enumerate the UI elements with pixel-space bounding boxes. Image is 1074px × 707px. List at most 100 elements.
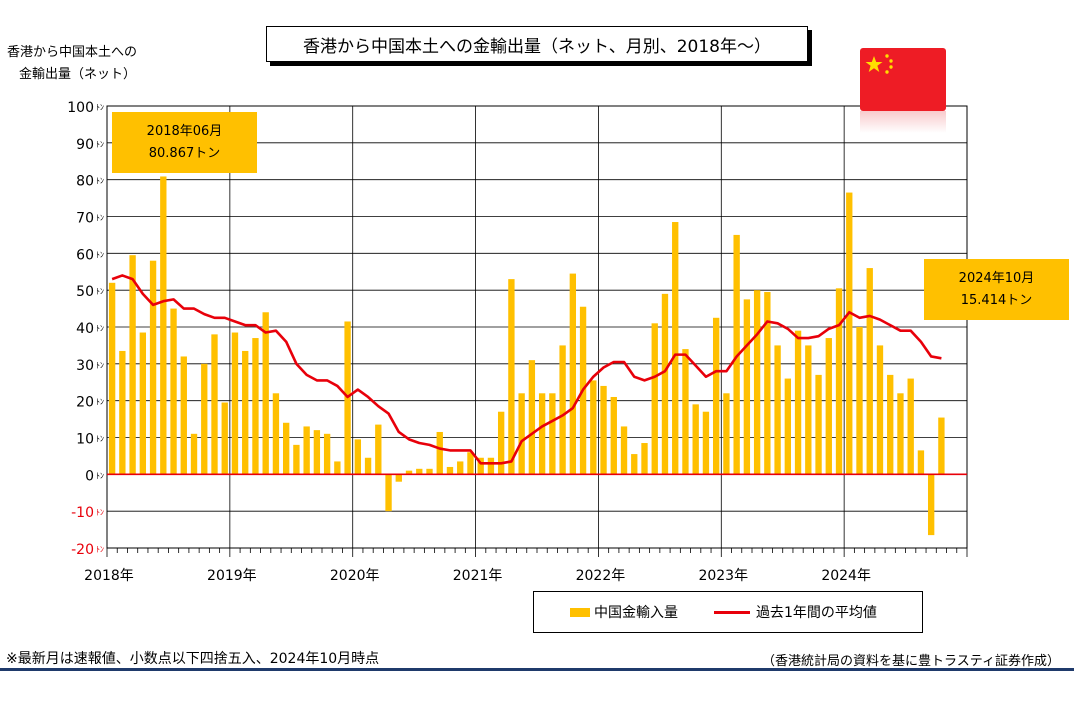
bar-31 bbox=[426, 468, 433, 475]
y-tick-unit: ﾄﾝ bbox=[96, 361, 104, 370]
bar-14 bbox=[252, 338, 259, 475]
bar-55 bbox=[672, 222, 679, 475]
bar-62 bbox=[743, 299, 751, 475]
bar-47 bbox=[590, 380, 597, 475]
y-tick-unit: ﾄﾝ bbox=[96, 177, 104, 186]
bar-38 bbox=[497, 411, 505, 475]
bar-49 bbox=[610, 396, 617, 475]
bar-32 bbox=[436, 431, 443, 475]
bar-66 bbox=[784, 378, 792, 475]
y-tick-label: 50 bbox=[76, 284, 94, 300]
x-tick-label: 2024年 bbox=[821, 568, 871, 584]
legend-line-label: 過去1年間の平均値 bbox=[756, 605, 877, 621]
bar-8 bbox=[190, 433, 198, 475]
bar-72 bbox=[846, 192, 853, 475]
y-axis-label: 香港から中国本土への 金輸出量（ネット） bbox=[7, 42, 137, 86]
bar-42 bbox=[538, 393, 546, 475]
bar-40 bbox=[518, 393, 525, 475]
bar-52 bbox=[641, 443, 648, 475]
legend-item-bars: 中国金輸入量 bbox=[570, 602, 678, 622]
china-flag-icon bbox=[860, 48, 946, 111]
bar-79 bbox=[917, 450, 925, 475]
y-tick-unit: ﾄﾝ bbox=[96, 398, 104, 407]
source-note: （香港統計局の資料を基に豊トラスティ証券作成） bbox=[762, 654, 1060, 669]
bar-78 bbox=[907, 378, 914, 475]
y-axis-label-line2: 金輸出量（ネット） bbox=[19, 67, 137, 82]
bar-45 bbox=[569, 273, 577, 475]
bar-71 bbox=[835, 288, 843, 475]
bar-16 bbox=[272, 393, 280, 475]
bar-4 bbox=[149, 260, 157, 475]
bar-65 bbox=[774, 345, 781, 475]
bar-1 bbox=[119, 350, 126, 475]
bar-17 bbox=[282, 422, 290, 475]
bar-54 bbox=[661, 293, 669, 475]
bar-22 bbox=[334, 461, 341, 475]
bar-33 bbox=[446, 466, 454, 475]
y-tick-unit: ﾄﾝ bbox=[96, 435, 104, 444]
bar-44 bbox=[559, 345, 566, 475]
bar-27 bbox=[385, 474, 392, 512]
bar-73 bbox=[856, 327, 863, 475]
legend-line-swatch bbox=[714, 610, 750, 614]
y-axis-label-line1: 香港から中国本土への bbox=[7, 45, 138, 60]
y-tick-label: 20 bbox=[76, 395, 94, 411]
bar-76 bbox=[887, 374, 894, 475]
bar-25 bbox=[364, 457, 372, 475]
y-tick-unit: ﾄﾝ bbox=[96, 250, 104, 259]
bar-6 bbox=[170, 308, 177, 475]
chart-title: 香港から中国本土への金輸出量（ネット、月別、2018年～） bbox=[266, 26, 808, 62]
y-tick-unit: ﾄﾝ bbox=[96, 287, 104, 296]
bar-10 bbox=[211, 334, 218, 475]
bar-41 bbox=[528, 360, 536, 475]
y-tick-label: 0 bbox=[85, 468, 94, 484]
y-tick-unit: ﾄﾝ bbox=[96, 545, 104, 554]
bar-59 bbox=[712, 317, 720, 475]
bar-26 bbox=[375, 424, 382, 475]
bar-24 bbox=[354, 439, 362, 475]
avg-line bbox=[111, 274, 942, 465]
bar-75 bbox=[876, 345, 884, 475]
bar-21 bbox=[323, 433, 331, 475]
bar-20 bbox=[313, 430, 321, 475]
y-tick-unit: ﾄﾝ bbox=[96, 324, 104, 333]
footnote: ※最新月は速報値、小数点以下四捨五入、2024年10月時点 bbox=[6, 651, 380, 667]
bar-69 bbox=[815, 374, 822, 475]
y-tick-unit: ﾄﾝ bbox=[96, 140, 104, 149]
bar-30 bbox=[416, 468, 423, 475]
bar-56 bbox=[682, 349, 689, 475]
y-tick-label: 100 bbox=[67, 100, 94, 116]
y-tick-label: 90 bbox=[76, 137, 94, 153]
bar-57 bbox=[692, 404, 699, 475]
legend-item-line: 過去1年間の平均値 bbox=[714, 602, 877, 622]
y-tick-label: 30 bbox=[76, 358, 94, 374]
bar-39 bbox=[508, 279, 515, 475]
bottom-rule bbox=[0, 668, 1074, 671]
bar-18 bbox=[293, 444, 300, 475]
legend-bar-label: 中国金輸入量 bbox=[594, 605, 678, 621]
legend-bar-swatch bbox=[570, 607, 590, 617]
bar-77 bbox=[897, 393, 904, 475]
bar-3 bbox=[139, 332, 147, 475]
bar-81 bbox=[938, 417, 945, 475]
bar-63 bbox=[753, 290, 761, 475]
bar-64 bbox=[764, 292, 771, 475]
latest-callout: 2024年10月 15.414トン bbox=[924, 259, 1069, 320]
y-tick-label: -10 bbox=[71, 505, 94, 521]
bar-80 bbox=[927, 474, 935, 536]
bar-68 bbox=[805, 345, 812, 475]
bar-43 bbox=[549, 393, 556, 475]
bar-74 bbox=[866, 268, 873, 475]
bar-15 bbox=[262, 312, 269, 475]
bar-36 bbox=[477, 457, 484, 475]
y-tick-unit: ﾄﾝ bbox=[96, 214, 104, 223]
peak-callout: 2018年06月 80.867トン bbox=[112, 112, 257, 173]
y-tick-unit: ﾄﾝ bbox=[96, 471, 104, 480]
bar-67 bbox=[794, 330, 802, 475]
bar-12 bbox=[231, 332, 239, 475]
y-tick-unit: ﾄﾝ bbox=[96, 103, 104, 112]
bar-37 bbox=[487, 457, 495, 475]
bar-53 bbox=[651, 323, 658, 475]
y-tick-label: 40 bbox=[76, 321, 94, 337]
bar-7 bbox=[180, 356, 187, 475]
